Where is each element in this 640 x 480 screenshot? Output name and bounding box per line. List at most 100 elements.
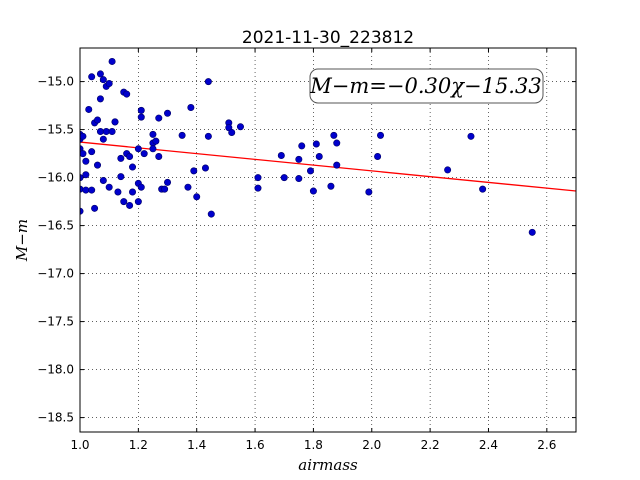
data-point — [94, 116, 102, 124]
data-point — [102, 128, 110, 136]
data-point — [333, 139, 341, 147]
data-point — [88, 73, 96, 81]
plot-area — [80, 48, 576, 432]
data-point — [467, 132, 475, 140]
data-point — [161, 185, 169, 193]
data-point — [117, 154, 125, 162]
data-point — [280, 174, 288, 182]
data-point — [99, 176, 107, 184]
data-point — [80, 132, 87, 140]
x-tick-label: 2.0 — [362, 438, 381, 452]
data-point — [105, 80, 113, 88]
data-point — [85, 105, 93, 113]
data-point — [149, 130, 157, 138]
data-point — [91, 204, 99, 212]
data-point — [111, 118, 119, 126]
y-tick-label: −15.5 — [37, 123, 74, 137]
x-tick-label: 2.6 — [537, 438, 556, 452]
data-point — [108, 57, 116, 65]
data-point — [123, 90, 131, 98]
x-axis-ticks: 1.0 1.2 1.4 1.6 1.8 2.0 2.2 2.4 2.6 — [70, 48, 556, 452]
data-point — [99, 76, 107, 84]
data-point — [312, 140, 320, 148]
y-tick-label: −15.0 — [37, 75, 74, 89]
data-point — [228, 128, 236, 136]
data-point — [137, 106, 145, 114]
data-point — [80, 150, 87, 158]
data-point — [295, 175, 303, 183]
data-point — [207, 210, 215, 218]
data-point — [444, 166, 452, 174]
data-point — [82, 157, 90, 165]
x-tick-label: 2.4 — [479, 438, 498, 452]
fit-line — [80, 141, 576, 192]
y-tick-label: −17.5 — [37, 315, 74, 329]
data-point — [82, 171, 90, 179]
data-point — [377, 131, 385, 139]
data-point — [295, 155, 303, 163]
data-point — [94, 161, 102, 169]
data-point — [333, 161, 341, 169]
data-point — [129, 188, 137, 196]
plot-frame — [79, 47, 577, 433]
data-point — [96, 95, 104, 103]
chart-title: 2021-11-30_223812 — [242, 28, 414, 48]
data-point — [82, 186, 90, 194]
data-point — [309, 187, 317, 195]
data-point — [178, 131, 186, 139]
data-point — [254, 174, 262, 182]
data-point — [236, 123, 244, 131]
data-point — [155, 152, 163, 160]
data-point — [129, 163, 137, 171]
data-point — [152, 137, 160, 145]
data-point — [479, 185, 487, 193]
data-point — [149, 145, 157, 153]
x-tick-label: 1.4 — [187, 438, 206, 452]
fit-equation: M−m=−0.30χ−15.33 — [309, 74, 541, 98]
y-axis-label: M−m — [13, 219, 31, 262]
data-point — [365, 188, 373, 196]
data-point — [204, 78, 212, 86]
data-point — [117, 173, 125, 181]
data-point — [187, 104, 195, 112]
data-point — [193, 193, 201, 201]
data-point — [374, 152, 382, 160]
data-point — [137, 183, 145, 191]
data-point — [277, 152, 285, 160]
data-point — [327, 182, 335, 190]
data-point — [126, 152, 134, 160]
x-axis-label: airmass — [298, 456, 358, 474]
data-point — [201, 164, 209, 172]
data-point — [88, 148, 96, 156]
x-tick-label: 1.0 — [70, 438, 89, 452]
data-point — [126, 201, 134, 209]
data-points — [80, 57, 536, 236]
data-point — [134, 145, 142, 153]
data-point — [254, 184, 262, 192]
y-tick-label: −17.0 — [37, 267, 74, 281]
data-point — [140, 150, 148, 158]
x-tick-label: 1.8 — [304, 438, 323, 452]
data-point — [204, 132, 212, 140]
data-point — [137, 113, 145, 121]
data-point — [528, 228, 536, 236]
data-point — [306, 167, 314, 175]
data-point — [99, 135, 107, 143]
data-point — [164, 178, 172, 186]
data-point — [184, 183, 192, 191]
data-point — [105, 183, 113, 191]
data-point — [298, 142, 306, 150]
data-point — [96, 128, 104, 136]
data-point — [108, 128, 116, 136]
data-point — [96, 70, 104, 78]
data-point — [88, 186, 96, 194]
data-point — [315, 152, 323, 160]
y-axis-ticks: −15.0 −15.5 −16.0 −16.5 −17.0 −17.5 −18.0 −18.5 — [37, 75, 576, 425]
y-tick-label: −16.5 — [37, 219, 74, 233]
data-point — [134, 198, 142, 206]
x-tick-label: 2.2 — [421, 438, 440, 452]
data-point — [190, 167, 198, 175]
annotation-box — [309, 68, 544, 104]
y-tick-label: −18.5 — [37, 411, 74, 425]
